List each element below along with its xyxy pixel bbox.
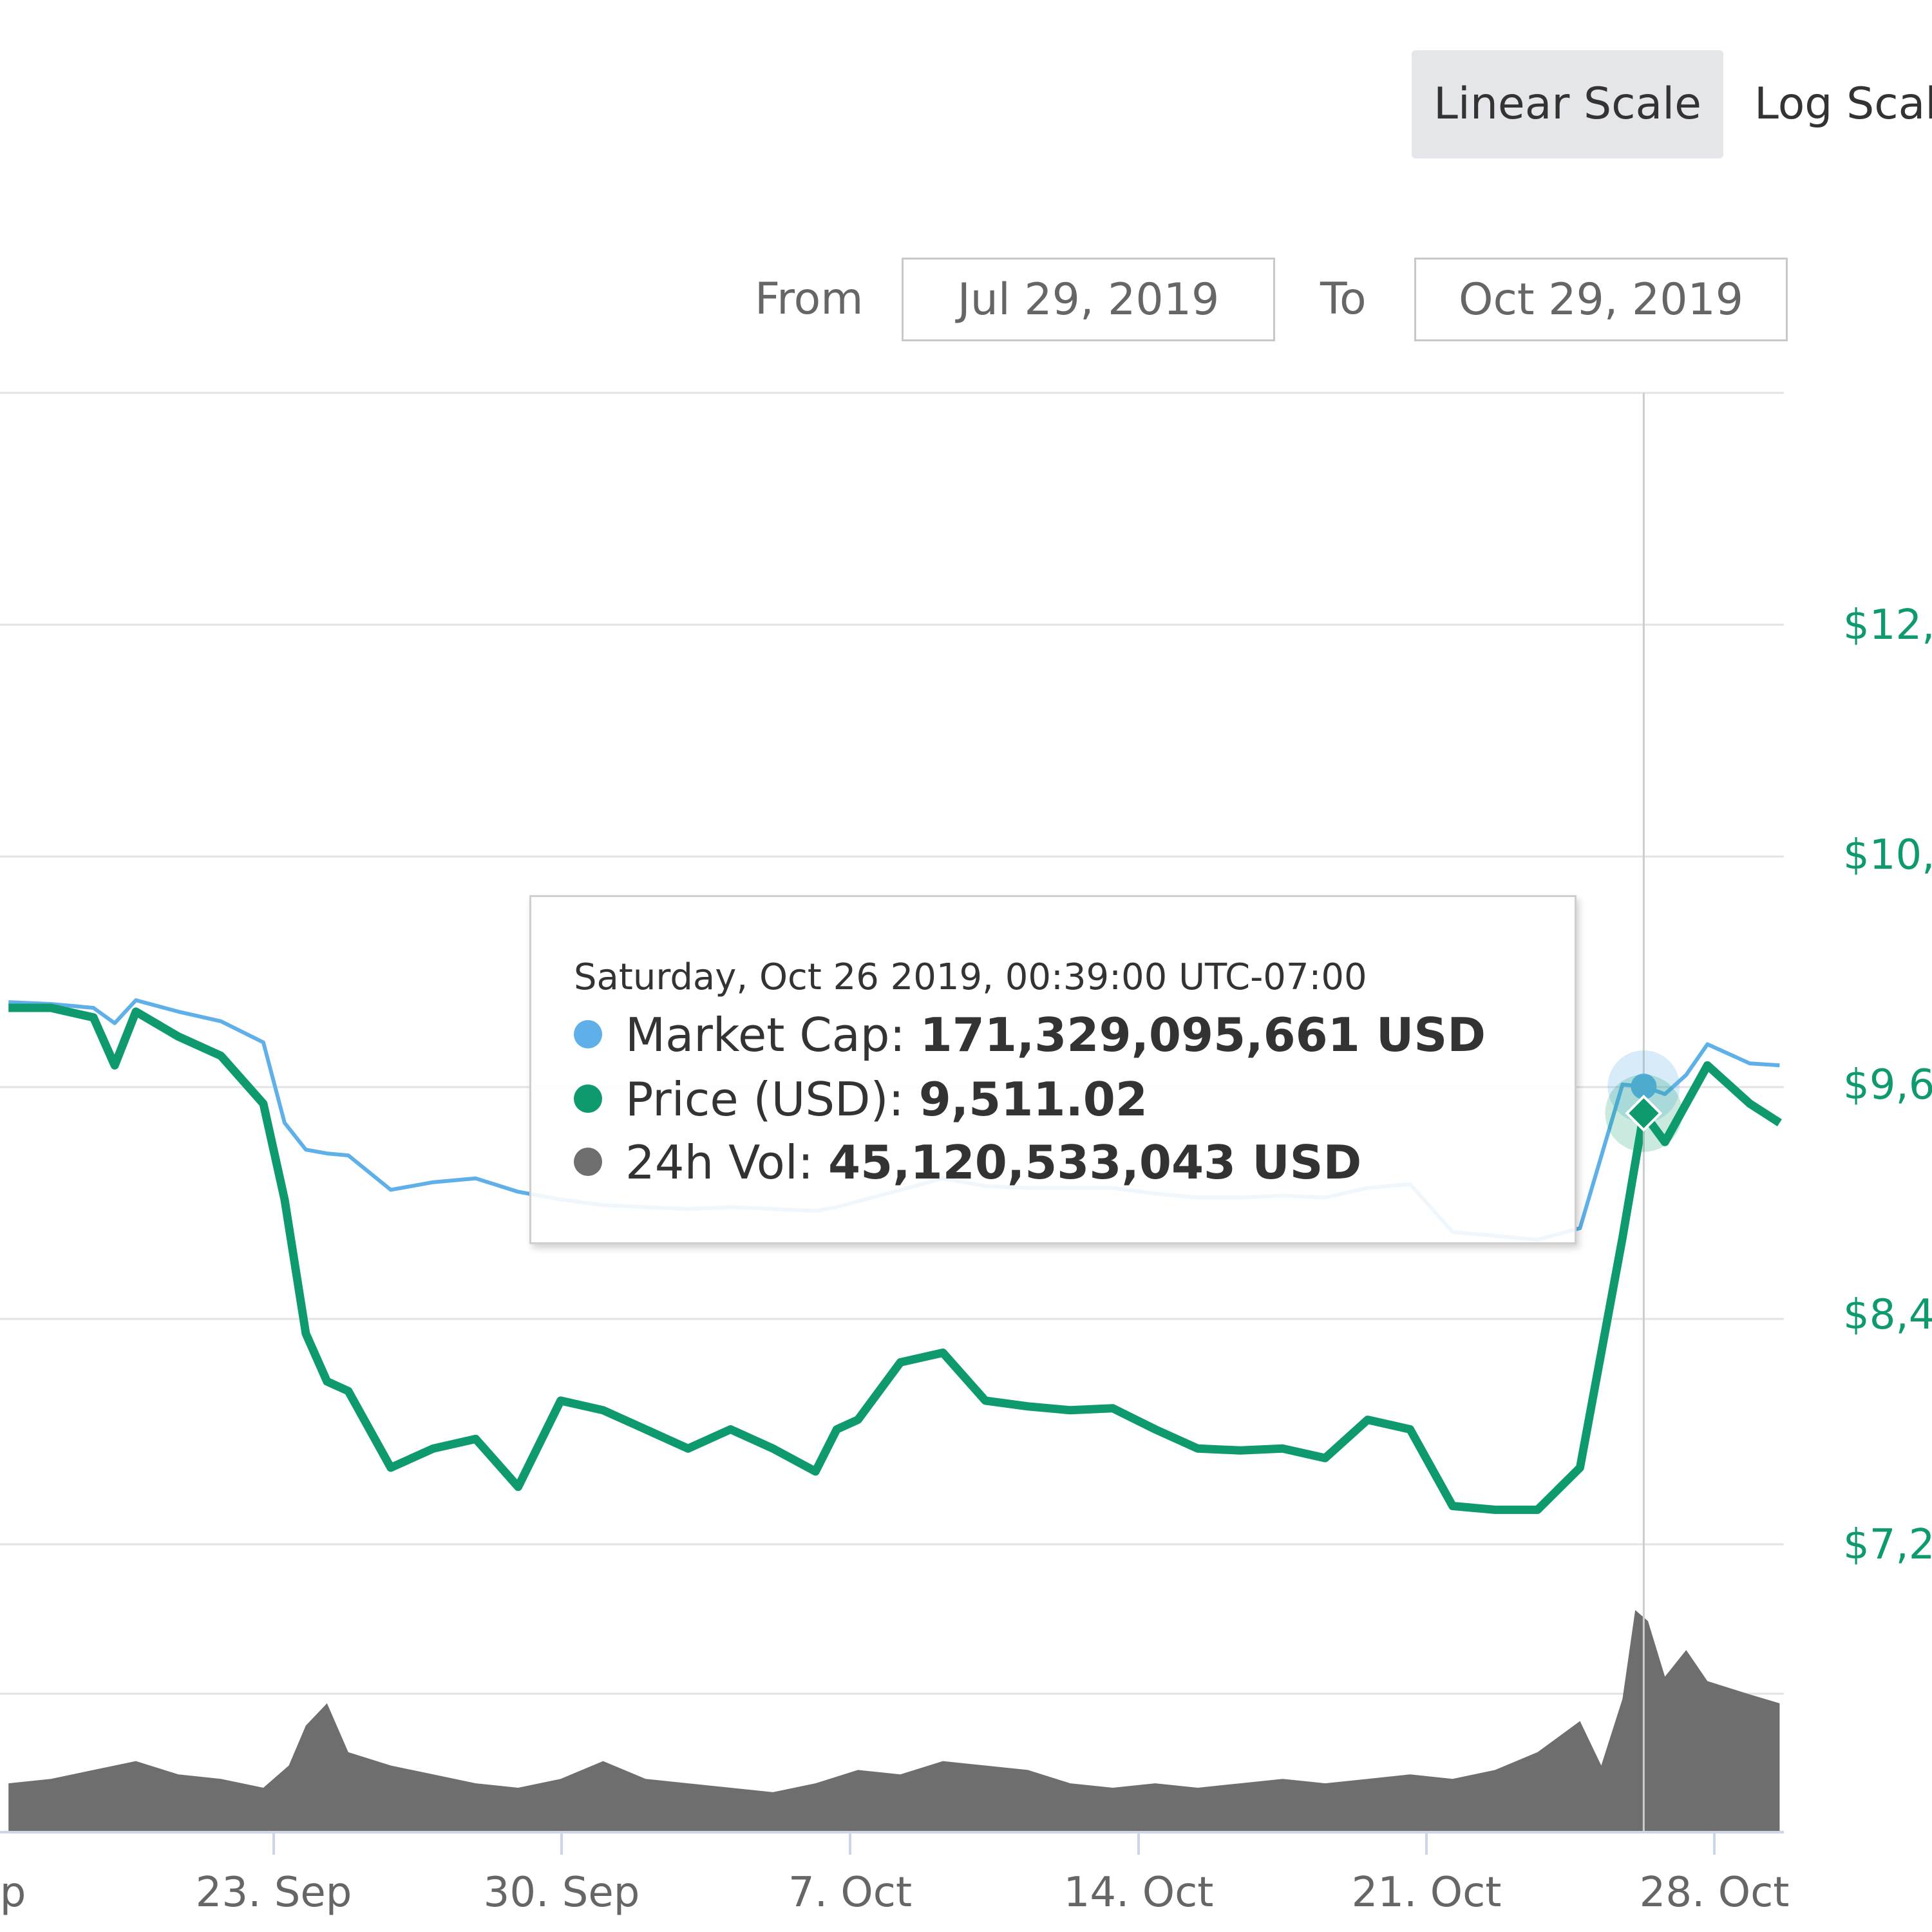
to-date-input[interactable]: Oct 29, 2019	[1414, 258, 1788, 341]
y-tick-label: $10,	[1843, 831, 1932, 879]
volume-dot-icon	[574, 1148, 602, 1176]
x-tick-label: 30. Sep	[484, 1869, 640, 1917]
chart-tooltip: Saturday, Oct 26 2019, 00:39:00 UTC-07:0…	[529, 895, 1577, 1244]
crosshair	[1605, 393, 1683, 1832]
log-scale-button[interactable]: Log Scale	[1754, 79, 1932, 129]
market-cap-hover-marker	[1631, 1073, 1657, 1099]
y-tick-label: $8,4	[1843, 1291, 1932, 1339]
tooltip-volume-label: 24h Vol:	[625, 1135, 814, 1189]
x-tick-label: 28. Oct	[1640, 1869, 1790, 1917]
tooltip-market-cap-value: 171,329,095,661 USD	[920, 1008, 1486, 1062]
tooltip-price-row: Price (USD): 9,511.02	[574, 1072, 1148, 1126]
market-cap-dot-icon	[574, 1020, 602, 1048]
series-volume-area	[8, 1610, 1780, 1832]
y-tick-label: $12,	[1843, 601, 1932, 649]
series-price-line	[8, 1003, 1782, 1514]
tooltip-market-cap-label: Market Cap:	[625, 1008, 905, 1062]
y-tick-label: $9,6	[1843, 1061, 1932, 1109]
x-tick-label: 21. Oct	[1352, 1869, 1502, 1917]
volume-area	[8, 1610, 1780, 1832]
x-tick-label: Sep	[0, 1869, 26, 1917]
x-tick-label: 14. Oct	[1064, 1869, 1214, 1917]
tooltip-price-label: Price (USD):	[625, 1072, 904, 1126]
axes: Sep 23. Sep 30. Sep 7. Oct 14. Oct 21. Oct 28.…	[0, 601, 1932, 1917]
tooltip-volume-value: 45,120,533,043 USD	[828, 1135, 1362, 1189]
from-label: From	[755, 274, 864, 325]
tooltip-price-value: 9,511.02	[918, 1072, 1148, 1126]
linear-scale-button[interactable]: Linear Scale	[1412, 50, 1723, 158]
x-tick-label: 23. Sep	[196, 1869, 352, 1917]
tooltip-market-cap-row: Market Cap: 171,329,095,661 USD	[574, 1008, 1486, 1062]
tooltip-date: Saturday, Oct 26 2019, 00:39:00 UTC-07:0…	[574, 956, 1367, 998]
from-date-input[interactable]: Jul 29, 2019	[902, 258, 1275, 341]
to-label: To	[1320, 274, 1367, 325]
price-dot-icon	[574, 1084, 602, 1113]
x-tick-label: 7. Oct	[788, 1869, 912, 1917]
price-hover-marker	[1625, 1094, 1663, 1132]
tooltip-volume-row: 24h Vol: 45,120,533,043 USD	[574, 1135, 1361, 1189]
y-tick-label: $7,2	[1843, 1521, 1932, 1569]
